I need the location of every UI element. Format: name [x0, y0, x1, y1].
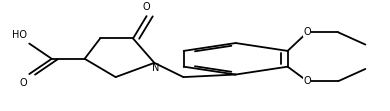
Text: O: O [303, 76, 311, 86]
Text: O: O [303, 27, 311, 37]
Text: O: O [143, 2, 151, 12]
Text: HO: HO [12, 31, 27, 41]
Text: N: N [152, 63, 159, 73]
Text: O: O [20, 78, 27, 88]
